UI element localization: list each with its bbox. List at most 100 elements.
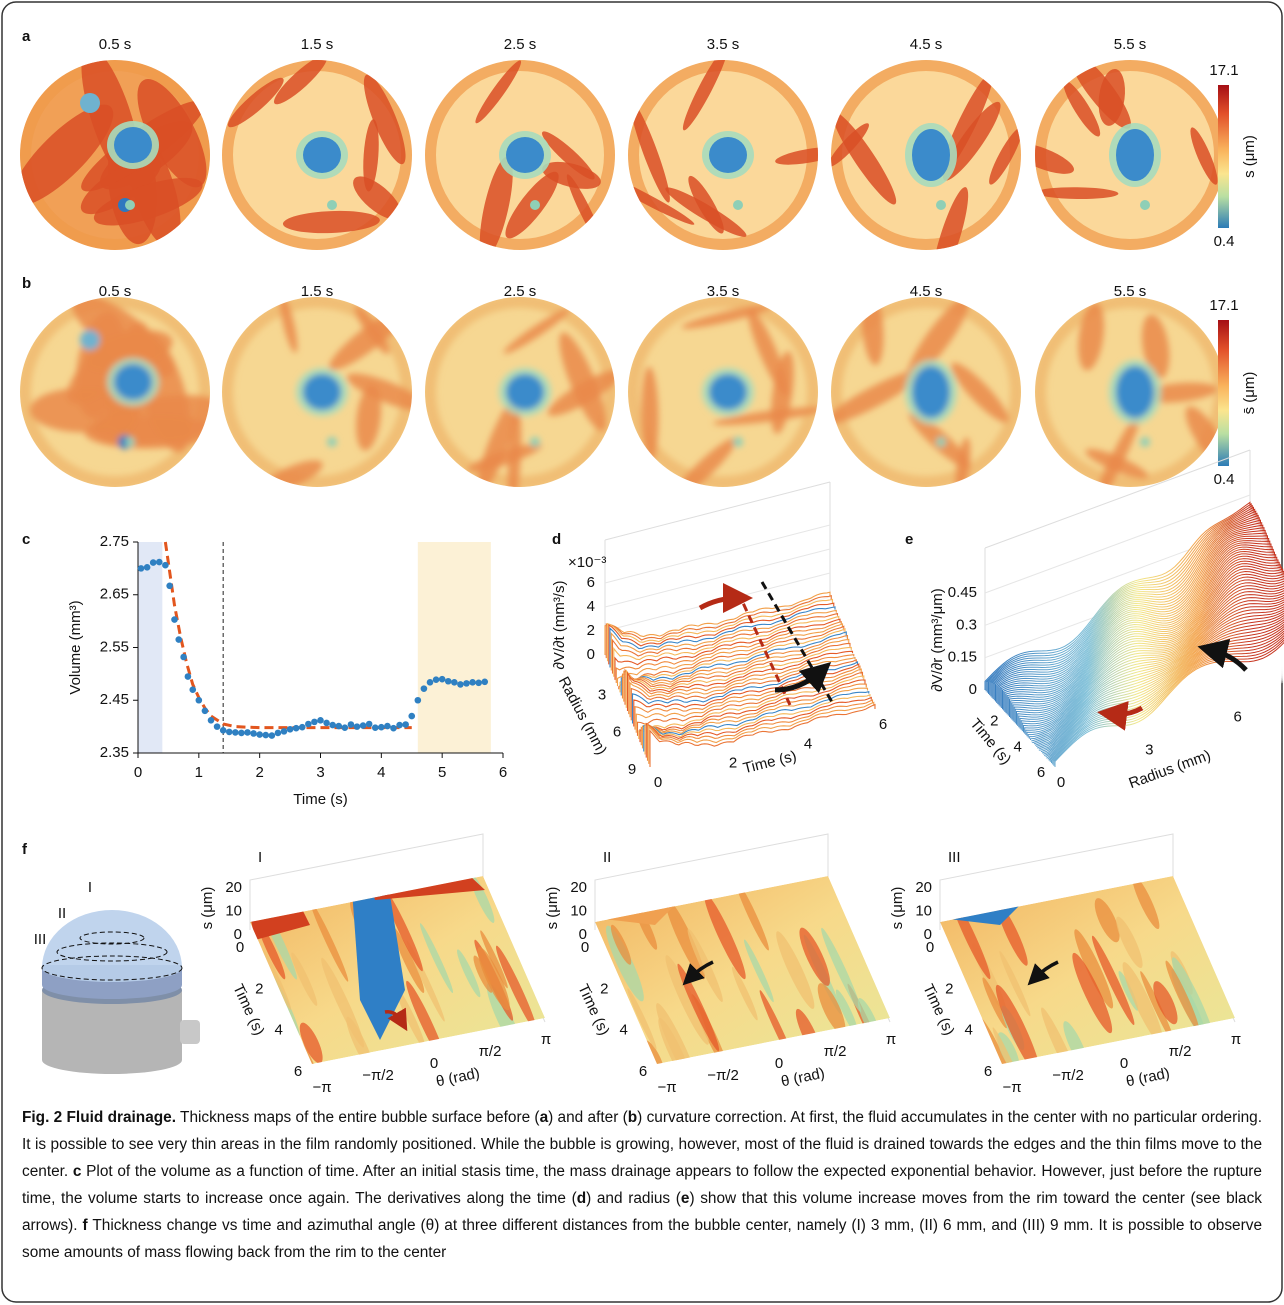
fit-line: [165, 542, 411, 728]
grid-line: [605, 525, 830, 583]
y-tick-label: 2.75: [100, 533, 129, 550]
z-tick-label: 2: [587, 622, 595, 639]
data-point: [408, 713, 415, 720]
colorbar: [1218, 320, 1229, 466]
data-point: [171, 616, 178, 623]
thickness-map: [819, 284, 1021, 498]
y-tick-label: 2.55: [100, 638, 129, 655]
z-tick-label: 20: [915, 879, 932, 896]
diagram-label: III: [34, 931, 47, 948]
colorbar: [1218, 85, 1229, 228]
shaded-span: [418, 542, 491, 753]
thickness-map: [222, 50, 413, 250]
data-point: [138, 565, 145, 572]
data-point: [372, 724, 379, 731]
small-film: [1140, 437, 1150, 447]
time-tick-label: 2: [729, 755, 737, 772]
data-point: [439, 676, 446, 683]
diagram-label: I: [88, 879, 92, 896]
thickness-map: [425, 57, 615, 261]
x-tick-label: 6: [499, 764, 507, 781]
small-film: [936, 200, 946, 210]
plot-title: I: [258, 849, 262, 866]
theta-axis-label: θ (rad): [780, 1065, 827, 1091]
data-point: [299, 724, 306, 731]
theta-tick-label: π: [1231, 1031, 1241, 1048]
thickness-map: [222, 292, 433, 500]
theta-tick-label: 0: [1120, 1055, 1128, 1072]
z-axis-label: s (μm): [544, 887, 561, 930]
z-tick-label: 10: [570, 902, 587, 919]
data-point: [208, 717, 215, 724]
theta-axis-label: θ (rad): [435, 1065, 482, 1091]
thin-film: [303, 374, 341, 410]
small-film: [1140, 200, 1150, 210]
radius-axis-label: Radius (mm): [1127, 747, 1213, 792]
diagram-label: II: [58, 905, 66, 922]
panel-label: c: [22, 531, 30, 548]
time-tick-label: 2: [945, 980, 953, 997]
data-point: [256, 731, 263, 738]
time-tick-label: 4: [1013, 738, 1021, 755]
data-point: [390, 725, 397, 732]
radius-tick-label: 3: [598, 686, 606, 703]
data-point: [196, 697, 203, 704]
data-point: [175, 636, 182, 643]
data-point: [366, 721, 373, 728]
thin-film: [80, 330, 100, 350]
time-tick-label: 6: [879, 716, 887, 733]
z-axis-label: ∂V/∂t (mm³/s): [551, 581, 568, 670]
data-point: [348, 721, 355, 728]
bubble-diagram: [42, 910, 200, 1074]
time-tick-label: 4: [619, 1022, 627, 1039]
z-tick-label: 10: [225, 902, 242, 919]
x-tick-label: 5: [438, 764, 446, 781]
caption: Fig. 2 Fluid drainage. Thickness maps of…: [22, 1104, 1262, 1266]
data-point: [433, 676, 440, 683]
time-label: 5.5 s: [1114, 36, 1147, 53]
theta-tick-label: π/2: [1169, 1043, 1192, 1060]
colorbar-label: s (μm): [1241, 135, 1258, 178]
data-point: [305, 721, 312, 728]
colorbar-min: 0.4: [1214, 471, 1235, 488]
x-tick-label: 3: [316, 764, 324, 781]
small-film: [327, 200, 337, 210]
theta-tick-label: 0: [430, 1055, 438, 1072]
data-point: [481, 678, 488, 685]
data-point: [232, 729, 239, 736]
time-tick-label: 2: [600, 980, 608, 997]
data-point: [220, 727, 227, 734]
radius-tick-label: 6: [1233, 709, 1241, 726]
small-film: [733, 200, 743, 210]
data-point: [250, 730, 257, 737]
theta-tick-label: π: [541, 1031, 551, 1048]
theta-tick-label: −π: [1002, 1079, 1021, 1096]
x-tick-label: 4: [377, 764, 385, 781]
time-tick-label: 0: [236, 939, 244, 956]
y-tick-label: 2.35: [100, 744, 129, 761]
theta-tick-label: π: [886, 1031, 896, 1048]
data-point: [421, 685, 428, 692]
data-point: [378, 724, 385, 731]
z-tick-label: 0.15: [948, 649, 977, 666]
thickness-map: [594, 44, 843, 250]
z-tick-label: 6: [587, 574, 595, 591]
thin-film: [1116, 366, 1154, 418]
data-point: [415, 697, 422, 704]
data-point: [342, 724, 349, 731]
x-tick-label: 0: [134, 764, 142, 781]
small-film: [327, 437, 337, 447]
x-tick-label: 1: [195, 764, 203, 781]
time-tick-label: 4: [274, 1022, 282, 1039]
thin-film: [912, 366, 950, 418]
figure: a0.5 s1.5 s2.5 s3.5 s4.5 s5.5 s17.10.4s …: [0, 0, 1284, 1305]
colorbar-max: 17.1: [1209, 62, 1238, 79]
thickness-map: [628, 297, 826, 508]
panel-label: a: [22, 28, 31, 45]
data-point: [445, 678, 452, 685]
small-film: [733, 437, 743, 447]
thickness-map: [425, 297, 627, 514]
caption-text: Thickness maps of the entire bubble surf…: [176, 1109, 540, 1126]
z-axis-label: s (μm): [199, 887, 216, 930]
data-point: [162, 562, 169, 569]
